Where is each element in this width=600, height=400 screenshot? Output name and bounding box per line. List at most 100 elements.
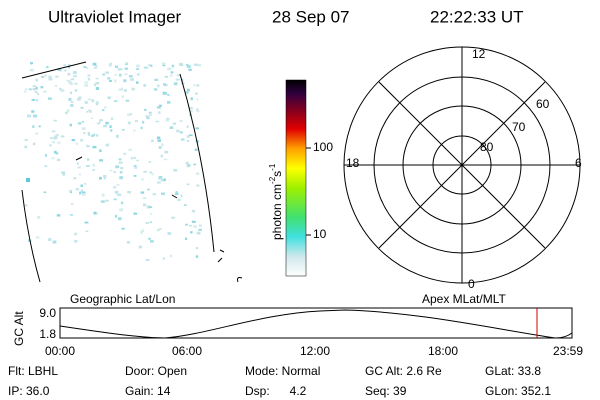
speckle	[175, 78, 180, 81]
speckle	[124, 73, 128, 76]
speckle	[101, 193, 105, 197]
speckle	[163, 91, 168, 95]
speckle	[156, 106, 161, 109]
speckle	[52, 240, 57, 244]
speckle	[179, 120, 183, 122]
speckle	[193, 84, 196, 87]
speckle	[193, 225, 197, 228]
speckle	[71, 139, 76, 142]
speckle	[68, 189, 72, 192]
speckle	[124, 63, 128, 66]
speckle	[76, 162, 79, 165]
speckle	[118, 88, 123, 91]
speckle	[195, 247, 199, 250]
speckle	[171, 216, 175, 219]
speckle	[140, 230, 143, 234]
info-field: Flt: LBHL	[8, 364, 58, 378]
speckle	[115, 165, 120, 169]
boundary-line	[21, 61, 87, 79]
speckle	[146, 116, 150, 119]
speckle	[141, 229, 145, 232]
speckle	[120, 201, 124, 205]
speckle	[114, 79, 117, 83]
speckle	[127, 121, 131, 125]
speckle	[140, 126, 143, 130]
speckle	[133, 212, 136, 215]
x-tick-label: 06:00	[172, 344, 202, 358]
boundary-line	[21, 189, 41, 283]
speckle	[187, 164, 191, 167]
speckle	[109, 125, 112, 129]
speckle	[185, 223, 188, 226]
info-field: Door: Open	[125, 364, 187, 378]
speckle	[70, 104, 74, 107]
speckle	[186, 65, 191, 68]
title: Ultraviolet Imager	[48, 7, 182, 26]
speckle	[68, 97, 72, 101]
speckle	[57, 141, 61, 144]
x-tick-label: 00:00	[45, 344, 75, 358]
speckle	[60, 89, 65, 92]
speckle	[27, 114, 31, 118]
speckle	[130, 157, 133, 160]
speckle	[157, 181, 161, 184]
speckle	[145, 259, 150, 261]
speckle	[186, 135, 190, 138]
polar-grid	[343, 46, 581, 284]
speckle	[156, 136, 161, 140]
speckle	[87, 131, 90, 134]
speckle	[99, 149, 102, 153]
speckle	[117, 193, 122, 197]
axis-label: GC Alt	[12, 311, 26, 346]
speckle	[86, 111, 89, 113]
speckle	[93, 211, 97, 215]
speckle	[136, 73, 140, 76]
image-panel	[24, 62, 202, 261]
speckle	[54, 150, 57, 154]
speckle	[148, 237, 151, 240]
speckle	[115, 65, 119, 69]
speckle	[185, 237, 188, 241]
speckle	[130, 78, 135, 81]
speckle	[75, 188, 79, 191]
lat-label: 70	[512, 120, 526, 134]
speckle	[143, 84, 147, 87]
speckle	[197, 63, 202, 67]
speckle	[195, 127, 200, 130]
speckle	[41, 76, 44, 78]
speckle	[143, 203, 147, 207]
y-tick-label: 9.0	[39, 306, 56, 320]
speckle	[93, 67, 98, 69]
speckle	[53, 137, 57, 140]
speckle	[128, 75, 133, 78]
speckle	[84, 84, 89, 87]
speckle	[117, 217, 122, 221]
speckle	[105, 121, 109, 125]
speckle	[24, 204, 28, 207]
speckle	[190, 231, 193, 234]
speckle	[113, 171, 116, 173]
speckle	[95, 87, 100, 90]
speckle	[186, 165, 190, 168]
speckle	[125, 99, 130, 102]
speckle	[149, 213, 153, 215]
speckle	[60, 135, 65, 138]
speckle	[84, 221, 89, 224]
speckle	[92, 145, 97, 149]
speckle	[161, 192, 165, 196]
speckle	[167, 101, 171, 104]
speckle	[148, 111, 152, 114]
speckle	[189, 110, 193, 113]
speckle	[189, 134, 193, 137]
speckle	[100, 200, 105, 203]
speckle	[173, 169, 178, 172]
speckle	[105, 143, 110, 147]
mlt-label: 18	[346, 156, 360, 170]
speckle	[81, 191, 86, 194]
speckle	[107, 77, 111, 80]
speckle	[147, 188, 150, 191]
speckle	[127, 191, 132, 194]
speckle	[67, 66, 71, 69]
speckle	[37, 216, 41, 219]
speckle	[158, 176, 163, 179]
